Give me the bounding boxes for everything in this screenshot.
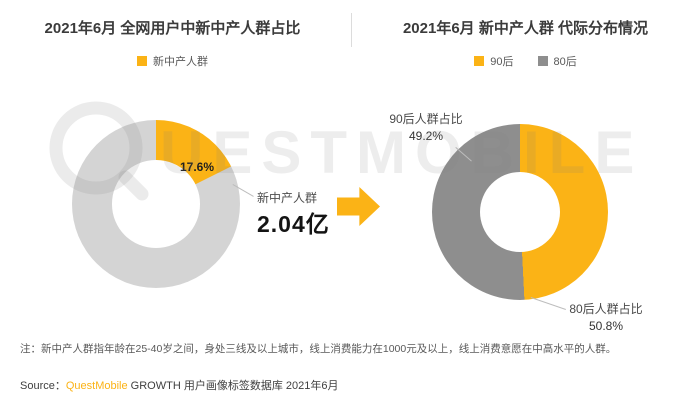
legend-swatch-90s — [474, 56, 485, 66]
legend-swatch-80s — [537, 56, 548, 66]
footnote: 注：新中产人群指年龄在25-40岁之间，身处三线及以上城市，线上消费能力在100… — [20, 343, 617, 355]
left-donut-hole — [112, 160, 200, 248]
legend-label-90s: 90后 — [490, 56, 514, 68]
source-brand: QuestMobile — [65, 380, 128, 392]
source-prefix: Source： — [20, 380, 66, 392]
title-divider — [351, 13, 352, 47]
callout-90s: 90后人群占比 49.2% — [383, 111, 469, 145]
legend-swatch-new-middle-class — [137, 56, 147, 66]
left-chart-title: 2021年6月 全网用户中新中产人群占比 — [44, 20, 301, 37]
left-slice-percentage: 17.6% — [179, 160, 215, 174]
left-legend: 新中产人群 — [0, 53, 345, 69]
source-suffix: GROWTH 用户画像标签数据库 2021年6月 — [127, 380, 339, 392]
left-callout-value: 2.04亿 — [257, 211, 330, 237]
legend-label-80s: 80后 — [553, 56, 577, 68]
callout-90s-percentage: 49.2% — [408, 129, 444, 143]
callout-80s: 80后人群占比 50.8% — [560, 301, 652, 335]
transition-arrow-icon — [337, 187, 380, 226]
callout-90s-label: 90后人群占比 — [389, 112, 463, 126]
right-legend: 90后 80后 — [353, 53, 698, 69]
right-chart-title: 2021年6月 新中产人群 代际分布情况 — [402, 20, 649, 37]
left-callout-label: 新中产人群 — [257, 191, 318, 205]
left-donut-chart — [72, 120, 240, 288]
legend-label-new-middle-class: 新中产人群 — [153, 56, 208, 68]
right-donut-hole — [479, 171, 561, 253]
callout-80s-label: 80后人群占比 — [569, 302, 643, 316]
callout-80s-percentage: 50.8% — [588, 319, 624, 333]
source-line: Source：QuestMobile GROWTH 用户画像标签数据库 2021… — [20, 377, 338, 393]
